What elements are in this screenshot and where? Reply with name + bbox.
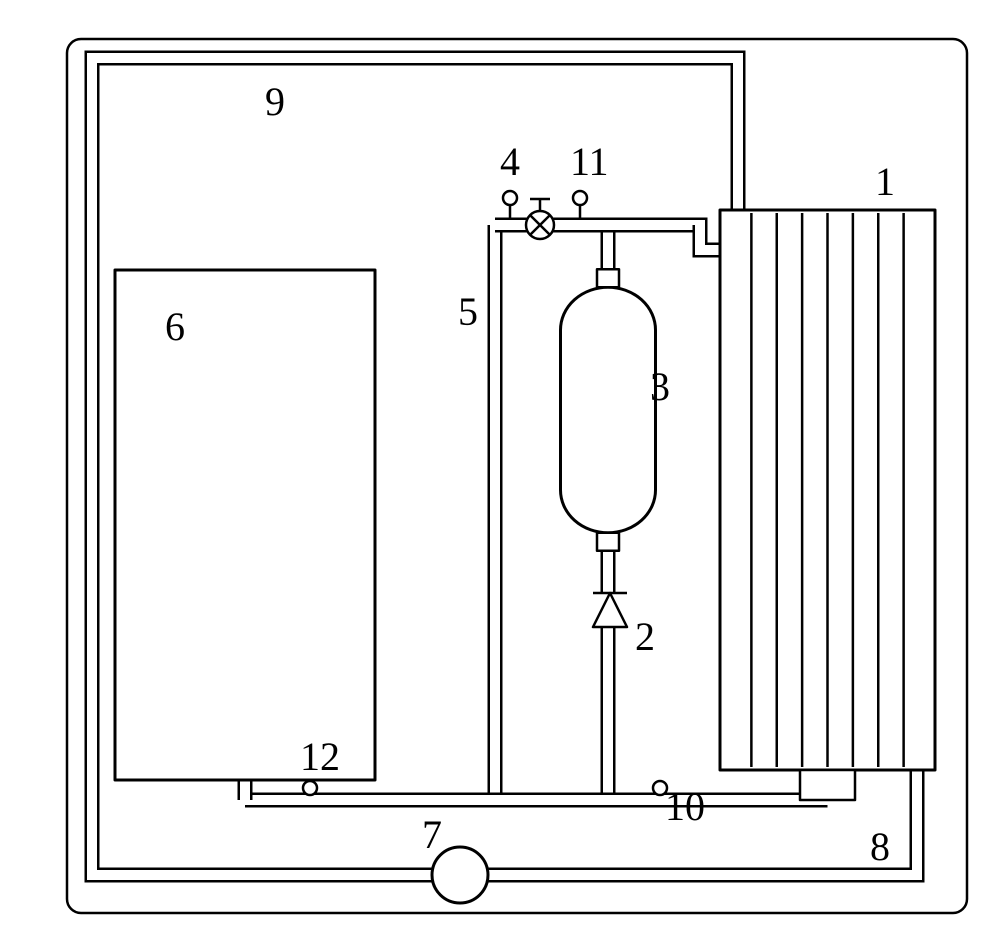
label-2: 2 [635, 614, 655, 659]
label-11: 11 [570, 139, 609, 184]
sensor-11 [573, 191, 587, 205]
radiator-base [800, 770, 855, 800]
label-8: 8 [870, 824, 890, 869]
label-5: 5 [458, 289, 478, 334]
label-10: 10 [665, 784, 705, 829]
vessel-3-bot-neck [597, 533, 619, 551]
label-1: 1 [875, 159, 895, 204]
label-12: 12 [300, 734, 340, 779]
sensor-4 [503, 191, 517, 205]
vessel-3 [561, 287, 656, 533]
vessel-3-top-neck [597, 269, 619, 287]
diagram-root: 123456789101112 [0, 0, 1000, 932]
block-6 [115, 270, 375, 780]
label-4: 4 [500, 139, 520, 184]
label-6: 6 [165, 304, 185, 349]
label-9: 9 [265, 79, 285, 124]
label-7: 7 [422, 812, 442, 857]
label-3: 3 [650, 364, 670, 409]
schematic-svg: 123456789101112 [0, 0, 1000, 932]
sensor-12 [303, 781, 317, 795]
